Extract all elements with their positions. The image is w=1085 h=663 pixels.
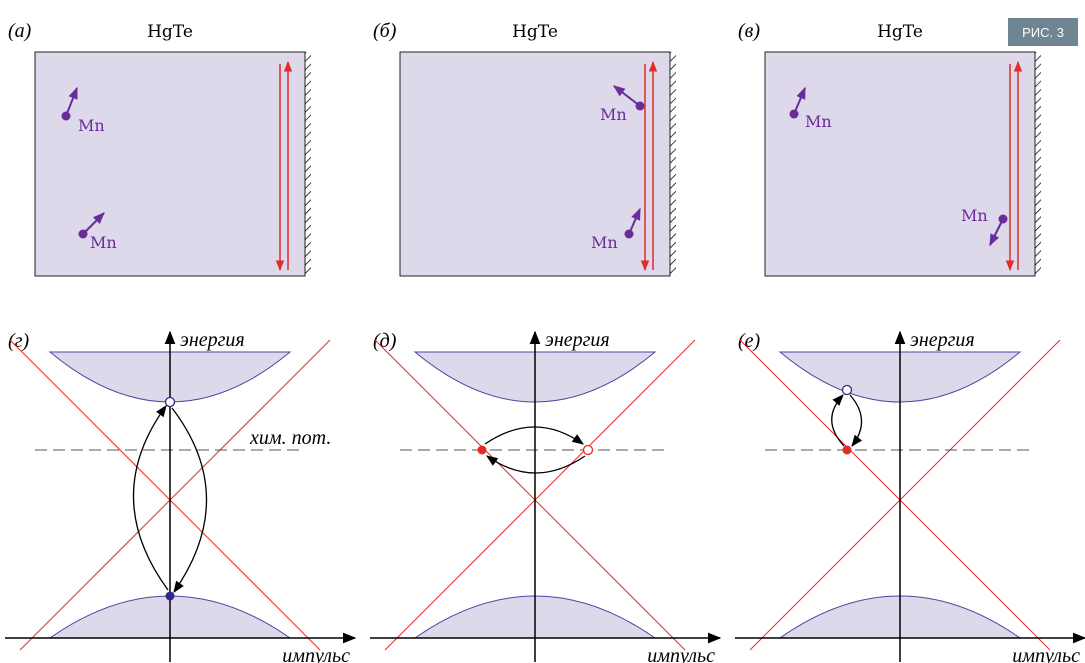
panel-title: HgTe (147, 22, 193, 42)
panel-label: (в) (738, 20, 760, 42)
transition (487, 456, 585, 473)
sample (35, 52, 305, 276)
state-empty (166, 398, 175, 407)
atom-label: Mn (600, 105, 627, 124)
mn-atom (636, 102, 645, 111)
state-filled (166, 592, 175, 601)
mn-atom (625, 230, 634, 239)
mn-atom (62, 112, 71, 121)
state-filled (478, 446, 487, 455)
state-empty (843, 386, 852, 395)
transition (485, 427, 583, 444)
x-axis-label: импульс (1012, 645, 1080, 663)
transition (832, 395, 844, 446)
y-axis-label: энергия (545, 329, 610, 351)
panel-label: (б) (373, 20, 397, 42)
y-axis-label: энергия (180, 329, 245, 351)
panel: (б) HgTe Mn Mn (373, 20, 676, 276)
sample (400, 52, 670, 276)
figure: РИС. 3 (а) HgTe Mn Mn (б) HgTe Mn Mn (в) HgTe Mn Mn… (0, 0, 1085, 663)
sample (765, 52, 1035, 276)
transition (172, 408, 207, 592)
wall-hatch (305, 52, 311, 276)
panel-title: HgTe (877, 22, 923, 42)
transition (133, 406, 168, 590)
top-panels: (а) HgTe Mn Mn (б) HgTe Mn Mn (в) HgTe Mn Mn (8, 20, 1041, 276)
atom-label: Mn (805, 112, 832, 131)
badge: РИС. 3 (1022, 25, 1064, 40)
x-axis-label: импульс (647, 645, 715, 663)
panel: (в) HgTe Mn Mn (738, 20, 1041, 276)
atom-label: Mn (961, 206, 988, 225)
panel: (а) HgTe Mn Mn (8, 20, 311, 276)
panel-label: (а) (8, 20, 32, 42)
wall-hatch (1035, 52, 1041, 276)
atom-label: Mn (78, 116, 105, 135)
transition (850, 395, 862, 446)
atom-label: Mn (90, 233, 117, 252)
y-axis-label: энергия (910, 329, 975, 351)
wall-hatch (670, 52, 676, 276)
mn-atom (999, 215, 1008, 224)
chem-potential-label: хим. пот. (249, 427, 331, 449)
state-filled (843, 446, 852, 455)
mn-atom (790, 110, 799, 119)
x-axis-label: импульс (282, 645, 350, 663)
mn-atom (79, 230, 88, 239)
panel-title: HgTe (512, 22, 558, 42)
state-empty (584, 446, 593, 455)
atom-label: Mn (591, 233, 618, 252)
